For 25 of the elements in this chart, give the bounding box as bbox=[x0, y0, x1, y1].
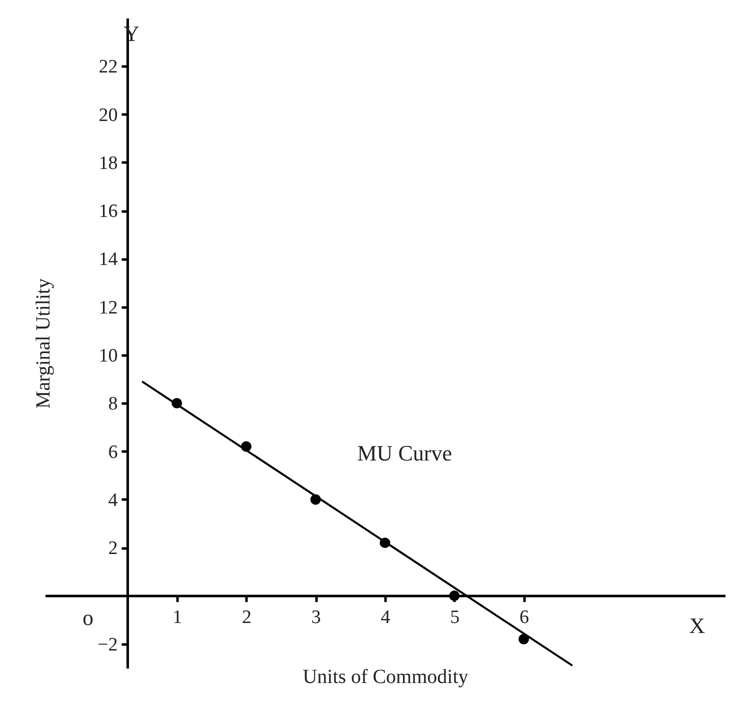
x-tick-label: 3 bbox=[311, 607, 321, 628]
annotation: o bbox=[82, 604, 94, 630]
x-tick-label: 1 bbox=[172, 607, 182, 628]
point bbox=[449, 590, 460, 602]
x-tick-label: 4 bbox=[380, 607, 391, 628]
x-tick-label: 6 bbox=[520, 607, 530, 628]
x-tick-label: 5 bbox=[450, 607, 460, 628]
y-tick-label: 12 bbox=[98, 297, 118, 318]
y-tick-label: 4 bbox=[108, 490, 118, 511]
y-tick-label: 8 bbox=[108, 394, 118, 415]
y-tick-label: 22 bbox=[98, 56, 118, 78]
y-tick-label: −2 bbox=[98, 634, 118, 656]
y-tick-label: 18 bbox=[98, 152, 118, 174]
y-tick-label: 14 bbox=[98, 249, 118, 270]
y-tick-label: 2 bbox=[108, 538, 118, 560]
y-axis-title: Marginal Utility bbox=[32, 278, 55, 409]
y-tick-label: 6 bbox=[108, 442, 118, 463]
text: MU Curve bbox=[357, 440, 452, 466]
y-tick-label: 16 bbox=[98, 201, 118, 222]
annotation: X bbox=[689, 612, 706, 638]
x-tick-label: 2 bbox=[242, 607, 252, 628]
y-tick-label: 10 bbox=[98, 346, 118, 367]
x-axis-title: Units of Commodity bbox=[302, 666, 468, 688]
y-tick-label: 20 bbox=[98, 104, 118, 126]
point bbox=[518, 634, 530, 644]
